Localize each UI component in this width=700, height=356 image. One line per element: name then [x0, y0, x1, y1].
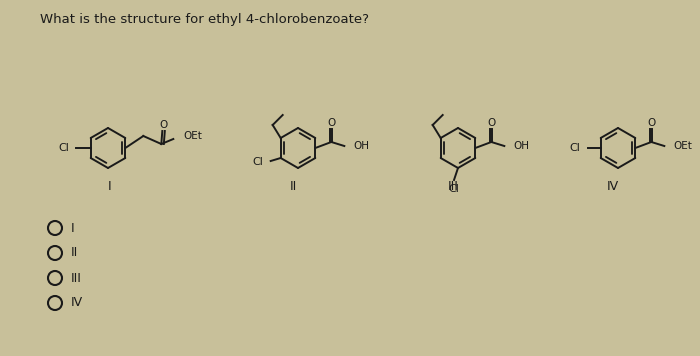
- Text: II: II: [289, 179, 297, 193]
- Text: IV: IV: [71, 297, 83, 309]
- Text: III: III: [447, 179, 458, 193]
- Text: O: O: [159, 120, 167, 130]
- Text: O: O: [648, 118, 655, 128]
- Text: III: III: [71, 272, 82, 284]
- Text: OH: OH: [513, 141, 529, 151]
- Text: OEt: OEt: [673, 141, 692, 151]
- Text: Cl: Cl: [449, 184, 459, 194]
- Text: Cl: Cl: [570, 143, 581, 153]
- Text: II: II: [71, 246, 78, 260]
- Text: What is the structure for ethyl 4-chlorobenzoate?: What is the structure for ethyl 4-chloro…: [40, 12, 369, 26]
- Text: IV: IV: [607, 179, 619, 193]
- Text: I: I: [108, 179, 112, 193]
- Text: O: O: [327, 118, 335, 128]
- Text: Cl: Cl: [253, 157, 264, 167]
- Text: O: O: [487, 118, 496, 128]
- Text: OEt: OEt: [183, 131, 202, 141]
- Text: OH: OH: [354, 141, 370, 151]
- Text: I: I: [71, 221, 75, 235]
- Text: Cl: Cl: [59, 143, 70, 153]
